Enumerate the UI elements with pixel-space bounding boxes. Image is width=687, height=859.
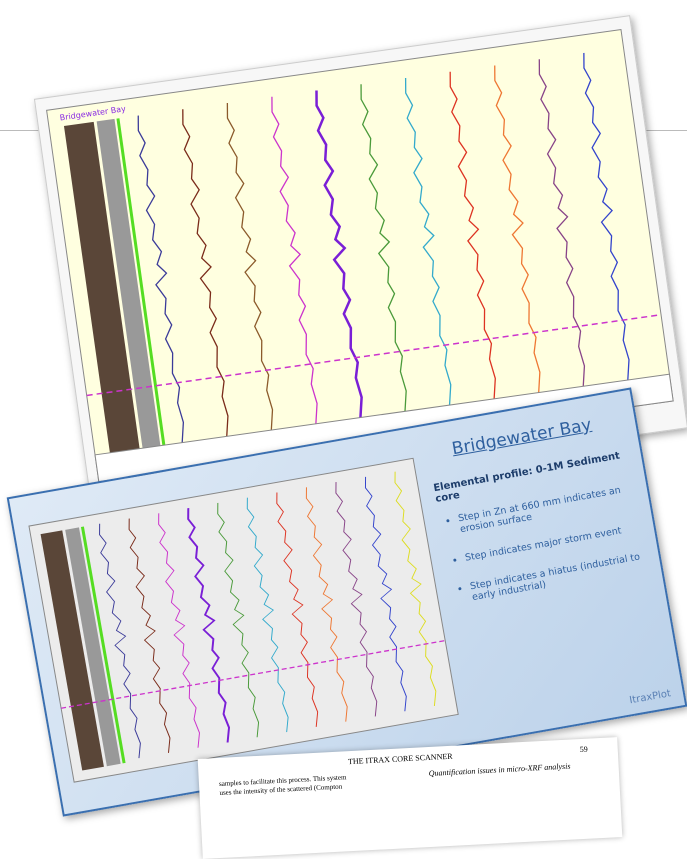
core-image (40, 530, 104, 771)
core-image (63, 121, 140, 453)
event-line (86, 313, 662, 397)
screenshot: {"top_chart": {"title": "Bridgewater Bay… (0, 0, 687, 822)
chart-card: Bridgewater Bay (33, 15, 687, 512)
xray-image (96, 118, 161, 449)
slide-chart (28, 457, 459, 783)
green-bar (80, 526, 126, 764)
core-chart: Bridgewater Bay (46, 28, 674, 483)
page-number: 59 (579, 744, 588, 755)
green-bar (116, 118, 166, 446)
slide-title: Bridgewater Bay (450, 415, 594, 460)
divider-line (0, 130, 60, 131)
slide: Bridgewater Bay Elemental profile: 0-1M … (6, 387, 687, 817)
section-heading: Quantification issues in micro-XRF analy… (428, 761, 571, 778)
brand: ItraxPlot (628, 688, 672, 707)
bullet-list: Step in Zn at 660 mm indicates an erosio… (444, 480, 669, 624)
paper-page: THE ITRAX CORE SCANNER 59 samples to fac… (197, 737, 623, 859)
page: html, body { margin: 0; padding: 0; } bo… (0, 0, 687, 822)
divider-line (640, 130, 687, 131)
event-line (60, 639, 446, 709)
running-header: THE ITRAX CORE SCANNER (347, 751, 453, 767)
xray-image (65, 527, 121, 767)
